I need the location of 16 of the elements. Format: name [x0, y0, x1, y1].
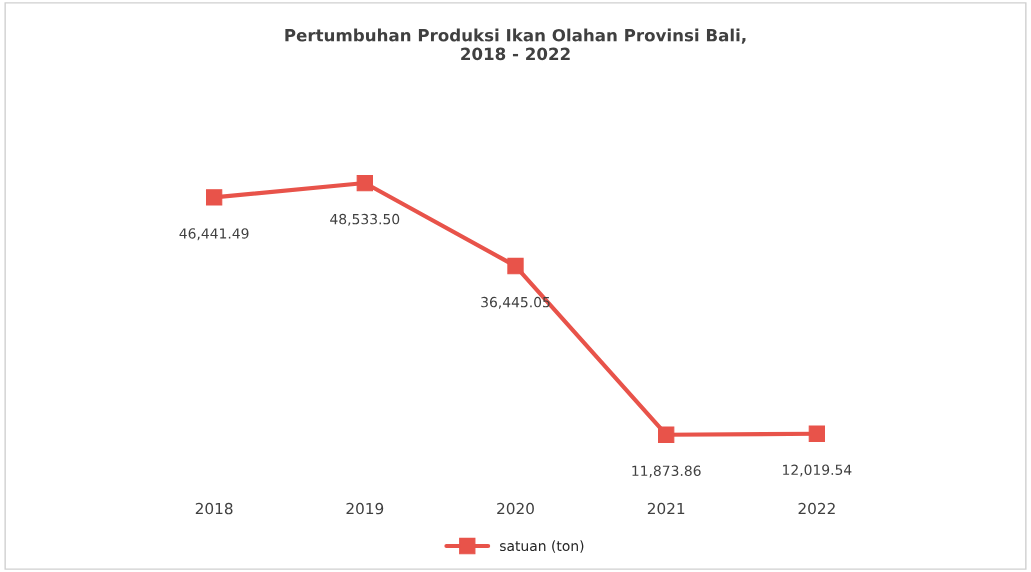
x-tick-label: 2018: [195, 502, 233, 515]
chart-title: Pertumbuhan Produksi Ikan Olahan Provinsi Bali, 2018 - 2022: [285, 28, 746, 61]
point: [658, 426, 675, 443]
point: [507, 257, 524, 275]
point: [808, 425, 826, 442]
data-label: 12,019.54: [783, 464, 852, 477]
legend-label: satuan (ton): [499, 540, 584, 553]
data-label: 11,873.86: [632, 465, 701, 478]
x-tick-label: 2022: [798, 502, 835, 515]
point: [205, 189, 223, 206]
point: [356, 174, 373, 192]
data-label: 48,533.50: [330, 213, 400, 226]
x-tick-label: 2021: [647, 502, 685, 515]
x-tick-label: 2020: [497, 502, 534, 515]
x-tick-label: 2019: [346, 502, 384, 515]
data-label: 46,441.49: [179, 228, 249, 241]
